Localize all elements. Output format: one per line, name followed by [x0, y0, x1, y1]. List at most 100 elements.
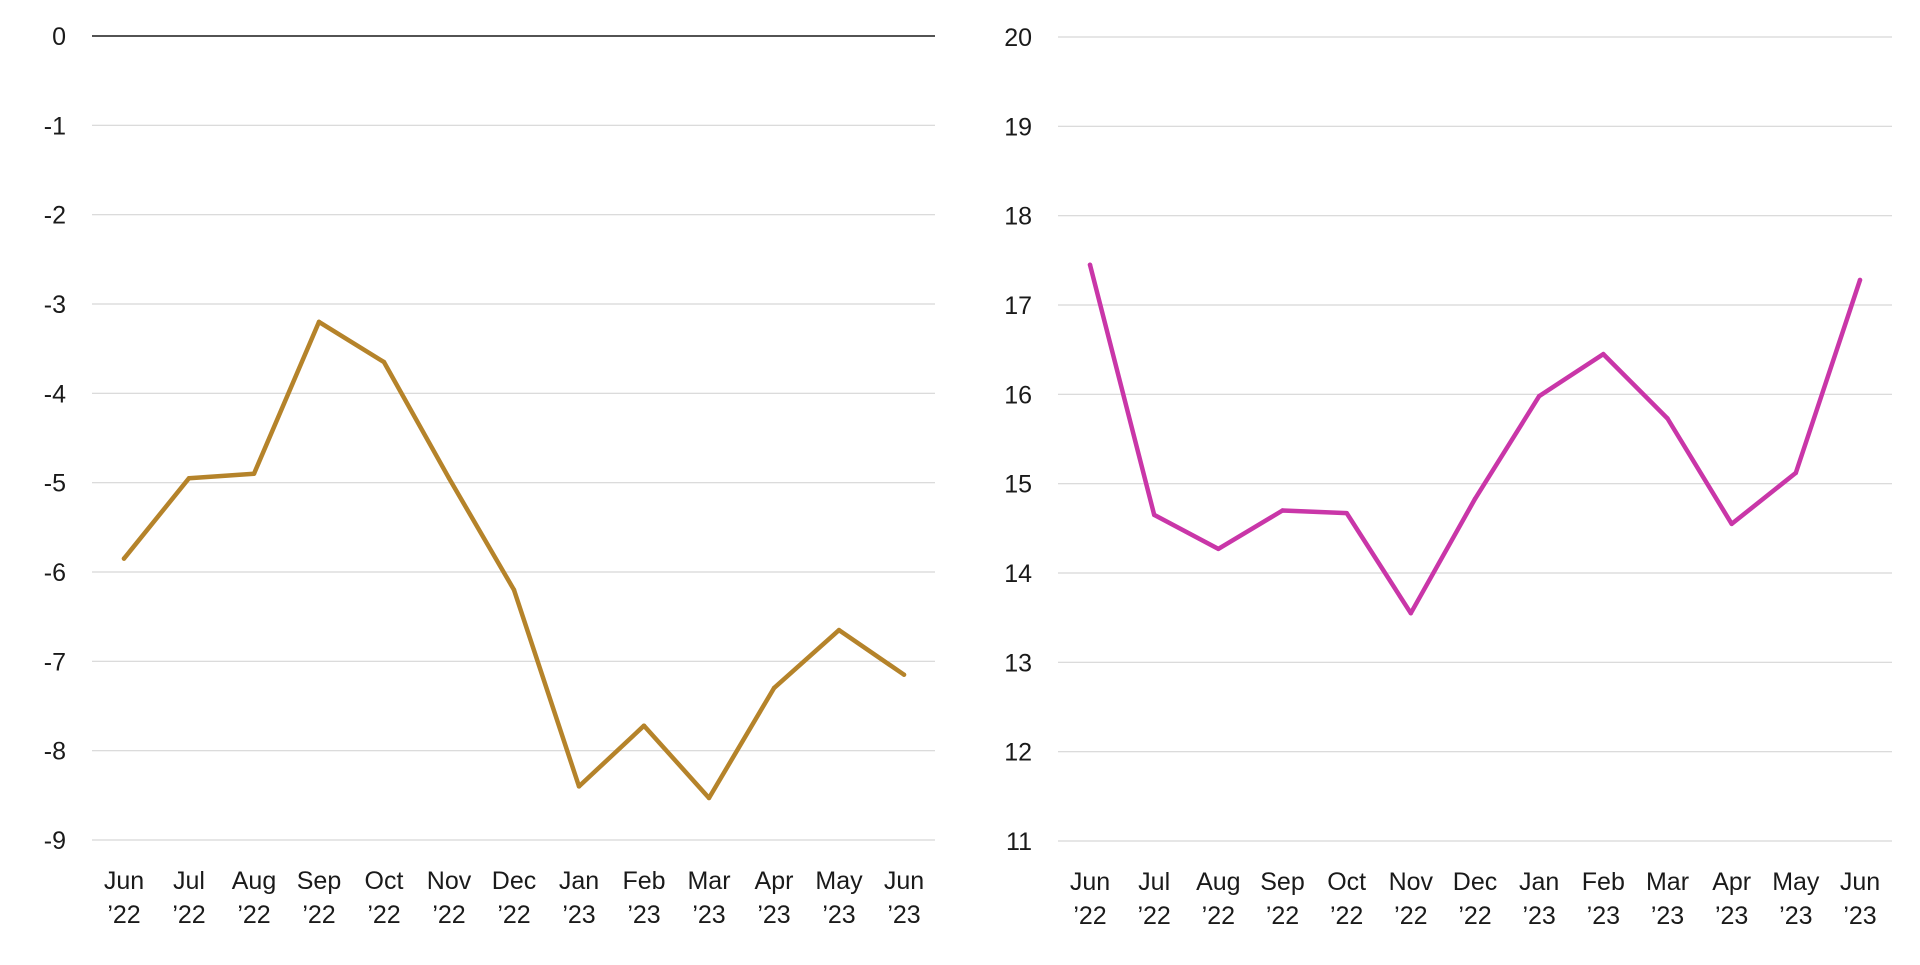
data-point [1729, 521, 1734, 527]
x-tick-label-year: ’22 [302, 901, 335, 929]
x-tick-label-year: ’22 [237, 901, 270, 929]
data-point [1151, 512, 1157, 518]
x-tick-label-year: ’23 [692, 901, 725, 929]
y-tick-label: 20 [1004, 24, 1032, 52]
x-tick-label-month: Apr [755, 867, 794, 895]
data-point [316, 319, 322, 325]
x-tick-label-year: ’22 [1266, 902, 1299, 930]
data-point [1536, 393, 1542, 399]
x-tick-label-month: May [815, 867, 863, 895]
y-tick-label: -2 [44, 202, 66, 230]
y-tick-label: -9 [44, 827, 66, 855]
data-point [836, 627, 842, 633]
x-tick-label-month: Aug [232, 867, 276, 895]
series-line [1087, 262, 1863, 616]
y-tick-label: -1 [44, 112, 66, 140]
x-tick-label-month: Nov [1389, 868, 1434, 896]
x-tick-label-month: Jun [104, 867, 144, 895]
right-chart-panel: 20 19 18 17 16 15 14 13 12 11 Jun ’22 Jul ’22 Aug ’22 Se… [1004, 24, 1892, 930]
y-tick-label: 17 [1004, 292, 1032, 320]
data-point [121, 556, 127, 561]
y-tick-label: -5 [44, 470, 66, 498]
x-tick-label-month: Sep [297, 867, 341, 895]
data-point [511, 587, 517, 593]
y-tick-label: 13 [1004, 649, 1032, 677]
data-point [901, 672, 907, 677]
data-point [1408, 611, 1414, 616]
data-point [1857, 277, 1863, 283]
y-tick-label: -8 [44, 738, 66, 766]
data-point [1216, 546, 1221, 552]
x-tick-label-month: Oct [365, 867, 404, 895]
x-tick-label-year: ’22 [1330, 902, 1363, 930]
x-tick-label-year: ’23 [822, 901, 855, 929]
data-point [251, 471, 257, 476]
data-point [1665, 416, 1670, 421]
x-tick-label-month: Sep [1260, 868, 1304, 896]
y-tick-label: -4 [44, 380, 66, 408]
data-point [1793, 470, 1799, 476]
data-point [1344, 510, 1349, 516]
data-point [1472, 496, 1478, 502]
x-tick-label-month: Oct [1327, 868, 1366, 896]
x-tick-label-year: ’23 [1587, 902, 1620, 930]
x-tick-label-year: ’23 [757, 901, 790, 929]
x-tick-label-month: Jun [1070, 868, 1110, 896]
x-tick-label-year: ’23 [1715, 902, 1748, 930]
x-tick-label-month: Nov [427, 867, 472, 895]
y-tick-label: 12 [1004, 739, 1032, 767]
data-point [381, 359, 387, 365]
x-tick-label-month: Jul [173, 867, 205, 895]
x-tick-label-month: May [1772, 868, 1820, 896]
x-tick-label-year: ’22 [1073, 902, 1106, 930]
left-chart-panel: 0 -1 -2 -3 -4 -5 -6 -7 -8 -9 Jun ’22 Jul ’22 Aug ’22 Sep… [44, 23, 935, 929]
x-tick-label-month: Dec [492, 867, 536, 895]
x-tick-label-year: ’22 [497, 901, 530, 929]
data-point [641, 723, 647, 728]
x-tick-label-month: Dec [1453, 868, 1497, 896]
data-point [706, 795, 712, 801]
x-tick-label-year: ’22 [1202, 902, 1235, 930]
x-tick-label-month: Feb [1582, 868, 1625, 896]
x-tick-label-year: ’22 [1458, 902, 1491, 930]
x-tick-label-month: Mar [687, 867, 730, 895]
x-tick-label-year: ’23 [1651, 902, 1684, 930]
x-tick-label-year: ’23 [887, 901, 920, 929]
y-tick-label: 11 [1006, 828, 1032, 856]
y-tick-label: -3 [44, 291, 66, 319]
x-tick-label-year: ’22 [172, 901, 205, 929]
x-tick-label-month: Apr [1712, 868, 1751, 896]
y-tick-label: -7 [44, 648, 66, 676]
x-tick-label-year: ’22 [432, 901, 465, 929]
x-tick-label-month: Feb [622, 867, 665, 895]
x-tick-label-year: ’23 [1779, 902, 1812, 930]
x-tick-label-year: ’23 [562, 901, 595, 929]
x-tick-label-month: Aug [1196, 868, 1240, 896]
data-point [186, 476, 192, 481]
x-tick-label-year: ’23 [1843, 902, 1876, 930]
x-tick-label-year: ’22 [1394, 902, 1427, 930]
x-tick-label-year: ’22 [1137, 902, 1170, 930]
y-tick-label: -6 [44, 559, 66, 587]
y-tick-label: 15 [1004, 471, 1032, 499]
x-tick-label-month: Jan [559, 867, 599, 895]
data-point [1601, 351, 1606, 357]
data-point [771, 685, 777, 691]
data-point [1087, 262, 1093, 267]
x-tick-label-month: Jun [1840, 868, 1880, 896]
y-tick-label: 18 [1004, 203, 1032, 231]
data-point [576, 784, 582, 789]
x-tick-label-year: ’23 [1522, 902, 1555, 930]
x-tick-label-year: ’23 [627, 901, 660, 929]
x-tick-label-year: ’22 [107, 901, 140, 929]
x-tick-label-month: Jun [884, 867, 924, 895]
y-tick-label: 19 [1004, 113, 1032, 141]
x-tick-label-month: Jul [1138, 868, 1170, 896]
y-tick-label: 16 [1004, 381, 1032, 409]
x-tick-label-month: Jan [1519, 868, 1559, 896]
y-tick-label: 0 [52, 23, 66, 51]
x-tick-label-year: ’22 [367, 901, 400, 929]
data-point [1280, 508, 1285, 513]
